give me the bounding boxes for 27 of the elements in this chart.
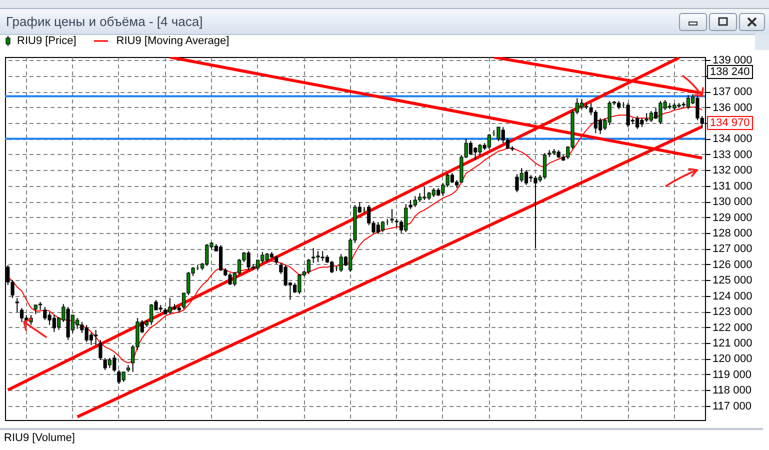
y-tick-label: 130 000 <box>712 196 752 208</box>
y-tick-label: 126 000 <box>712 258 752 271</box>
text: 134 970 <box>707 116 753 130</box>
chart-title: График цены и объёма - [4 часа] <box>6 14 203 29</box>
legend-label: RIU9 [Price] <box>17 35 76 47</box>
y-tick-label: 120 000 <box>712 353 752 366</box>
text: 138 240 <box>707 65 753 79</box>
legend-label: RIU9 [Moving Average] <box>116 35 230 47</box>
y-tick-label: 121 000 <box>712 338 752 350</box>
y-tick-label: 129 000 <box>712 212 752 224</box>
y-tick-label: 139 000 <box>712 54 752 67</box>
y-tick-label: 136 000 <box>712 102 752 114</box>
y-tick-label: 117 000 <box>712 400 752 412</box>
y-tick-label: 128 000 <box>712 228 752 240</box>
y-tick-label: 124 000 <box>712 290 752 302</box>
y-tick-label: 122 000 <box>712 322 752 334</box>
y-tick-label: 119 000 <box>712 368 752 381</box>
y-tick-label: 125 000 <box>712 274 752 287</box>
y-tick-label: 127 000 <box>712 243 752 256</box>
y-tick-label: 133 000 <box>712 148 752 161</box>
y-tick-label: 137 000 <box>712 86 752 98</box>
y-tick-label: 123 000 <box>712 306 752 318</box>
y-tick-label: 132 000 <box>712 164 752 177</box>
y-tick-label: 134 000 <box>712 133 752 146</box>
text: RIU9 [Volume] <box>0 428 763 446</box>
y-tick-label: 118 000 <box>712 384 752 397</box>
y-tick-label: 131 000 <box>712 180 752 192</box>
